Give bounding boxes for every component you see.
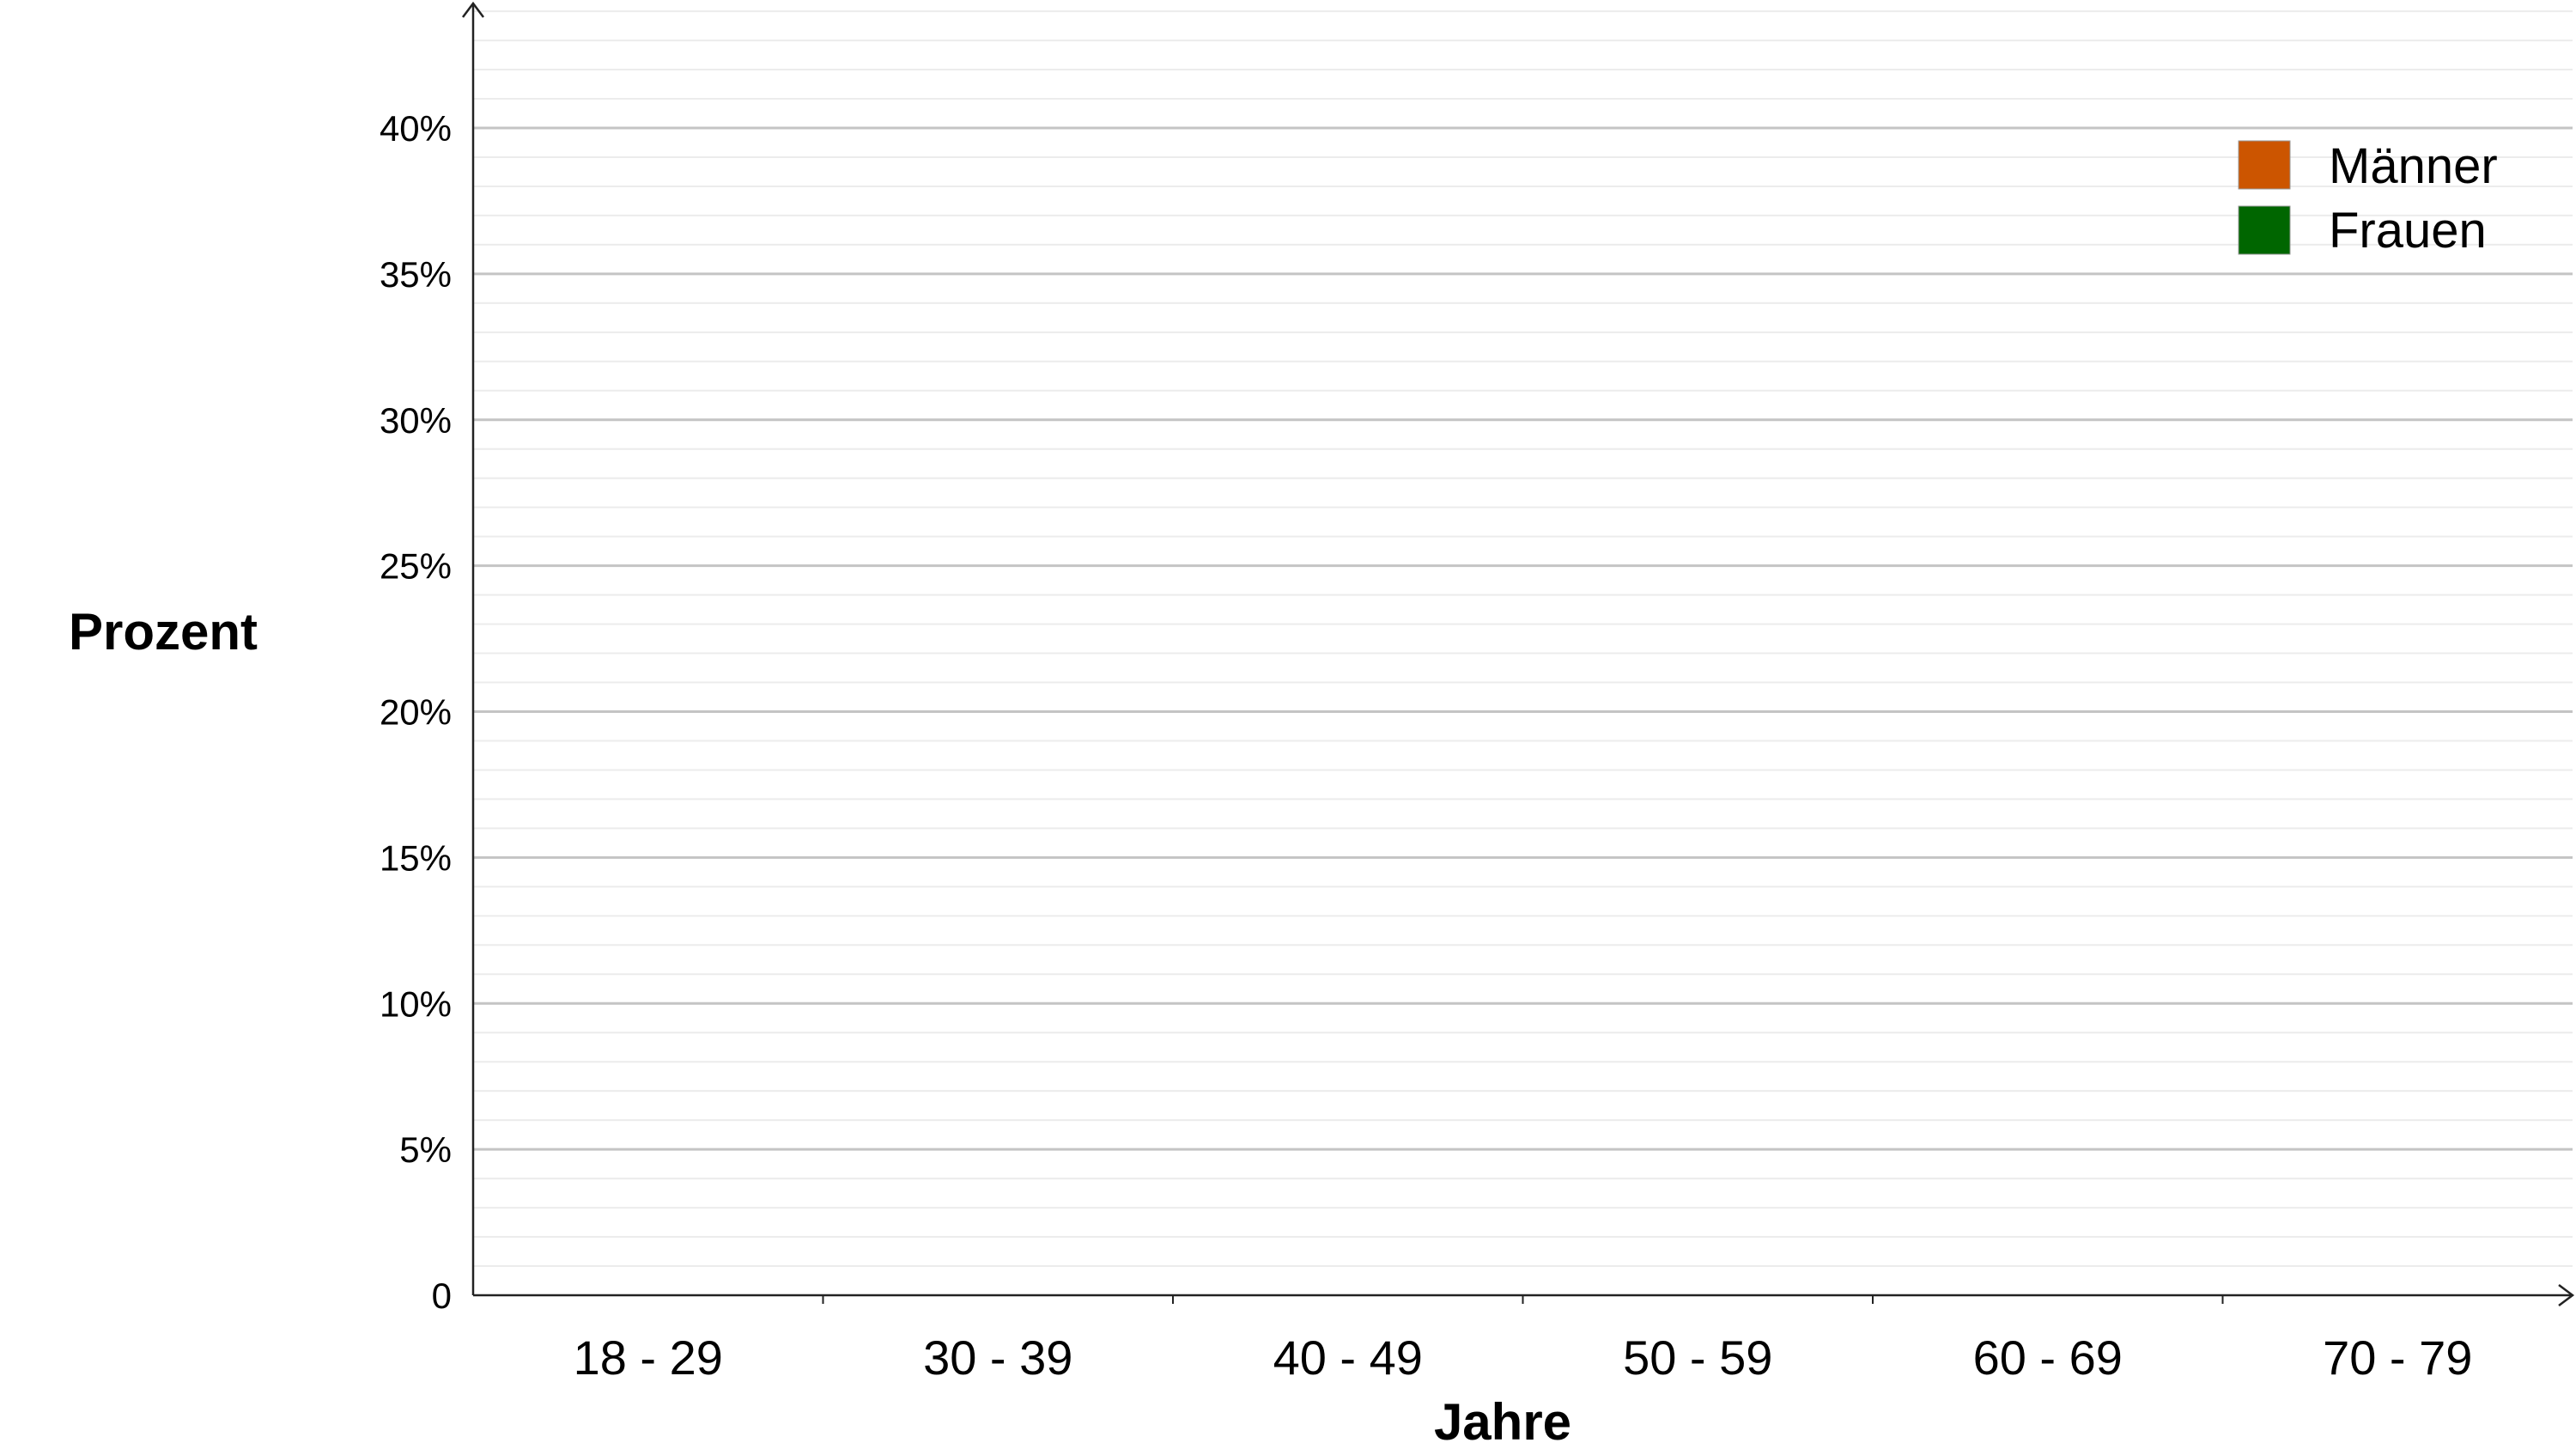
y-tick-label: 20% [380, 692, 452, 733]
legend-item-maenner: Männer [2238, 138, 2498, 194]
y-axis-tick-labels: 0 5% 10% 15% 20% 25% 30% 35% 40% [380, 108, 452, 1316]
y-tick-label: 10% [380, 983, 452, 1024]
y-tick-label: 5% [399, 1129, 452, 1170]
x-tick-label: 70 - 79 [2323, 1330, 2472, 1385]
legend: Männer Frauen [2238, 138, 2498, 259]
x-axis-tick-labels: 18 - 29 30 - 39 40 - 49 50 - 59 60 - 69 70 - … [574, 1330, 2473, 1385]
major-gridlines [473, 126, 2573, 1151]
legend-swatch-maenner [2238, 140, 2291, 190]
minor-gridlines [473, 10, 2573, 1268]
legend-label-maenner: Männer [2329, 138, 2498, 194]
x-axis-arrow [2558, 1284, 2575, 1306]
y-tick-label: 35% [380, 254, 452, 295]
x-tick-label: 18 - 29 [574, 1330, 723, 1385]
x-tick-label: 50 - 59 [1623, 1330, 1772, 1385]
legend-label-frauen: Frauen [2329, 203, 2487, 259]
legend-item-frauen: Frauen [2238, 203, 2487, 259]
y-tick-label: 30% [380, 400, 452, 441]
y-tick-label: 40% [380, 108, 452, 149]
y-axis-title: Prozent [69, 603, 258, 661]
y-axis-arrow [462, 1, 484, 18]
y-tick-label: 25% [380, 546, 452, 587]
y-tick-label: 15% [380, 837, 452, 878]
x-axis-title: Jahre [1434, 1393, 1571, 1445]
x-tick-label: 60 - 69 [1973, 1330, 2123, 1385]
x-tick-label: 40 - 49 [1273, 1330, 1423, 1385]
x-axis-ticks [822, 1295, 2224, 1304]
y-tick-label: 0 [432, 1275, 452, 1316]
legend-swatch-frauen [2238, 205, 2291, 255]
x-tick-label: 30 - 39 [923, 1330, 1072, 1385]
